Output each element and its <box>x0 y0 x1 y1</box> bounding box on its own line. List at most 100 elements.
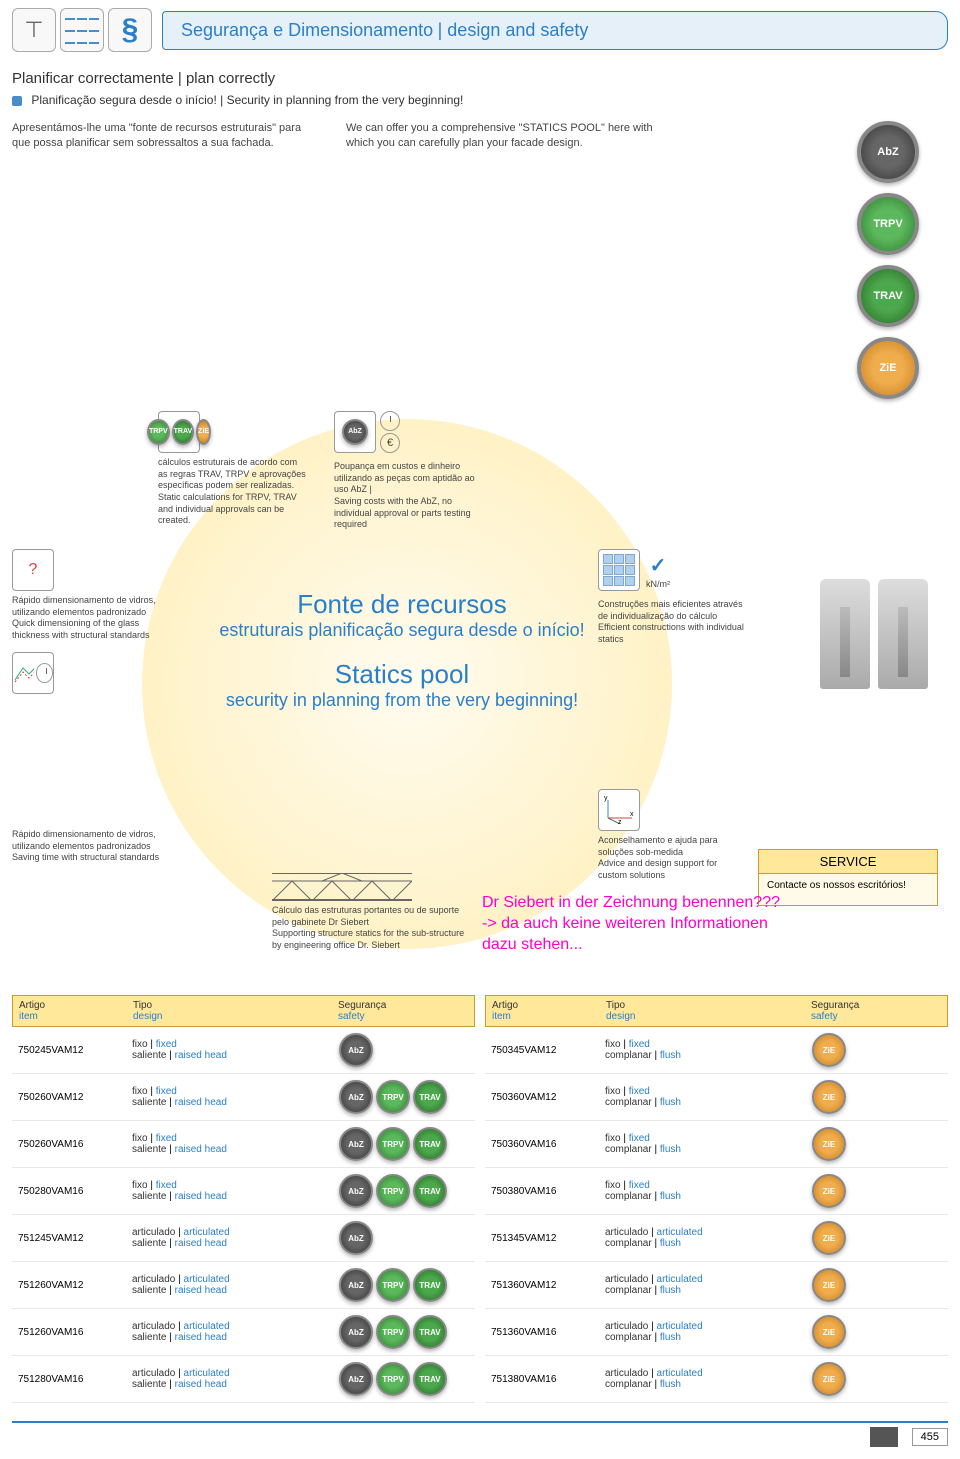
infobox-calculations: TRPVTRAVZiE cálculos estruturais de acor… <box>158 411 308 527</box>
fonte-title: Fonte de recursos <box>212 589 592 620</box>
cell-safety: ZiE <box>812 1174 942 1208</box>
infobox-quick-dim: ? Rápido dimensionamento de vidros, util… <box>12 549 162 698</box>
fixing-icon <box>878 579 928 689</box>
infobox-text: Cálculo das estruturas portantes ou de s… <box>272 905 472 952</box>
cell-design: fixo | fixed saliente | raised head <box>132 1086 335 1108</box>
cell-item: 750260VAM12 <box>18 1092 128 1103</box>
cell-item: 751345VAM12 <box>491 1233 601 1244</box>
cell-design: fixo | fixed complanar | flush <box>605 1086 808 1108</box>
table-row: 751360VAM12 articulado | articulated com… <box>485 1262 948 1309</box>
table-row: 750260VAM16 fixo | fixed saliente | rais… <box>12 1121 475 1168</box>
cell-item: 750345VAM12 <box>491 1045 601 1056</box>
table-row: 751345VAM12 articulado | articulated com… <box>485 1215 948 1262</box>
check-icon: ✓ <box>650 553 667 579</box>
cell-safety: ZiE <box>812 1362 942 1396</box>
abz-badge-icon: AbZ <box>339 1174 373 1208</box>
trpv-badge-icon: TRPV <box>376 1127 410 1161</box>
page-footer: 455 <box>12 1421 948 1451</box>
svg-text:z: z <box>618 819 622 824</box>
intro-heading: Planificar correctamente | plan correctl… <box>12 70 948 87</box>
infobox-dr-siebert: Cálculo das estruturas portantes ou de s… <box>272 873 472 952</box>
trpv-badge-icon: TRPV <box>376 1362 410 1396</box>
th-item-en: item <box>492 1011 511 1022</box>
thickness-icon: ? <box>12 549 54 591</box>
cell-item: 750245VAM12 <box>18 1045 128 1056</box>
statics-pool-diagram: TRPVTRAVZiE cálculos estruturais de acor… <box>12 419 948 979</box>
cell-safety: AbZTRPVTRAV <box>339 1127 469 1161</box>
clock-icon <box>380 411 400 431</box>
bullet-text: Planificação segura desde o início! | Se… <box>31 93 463 107</box>
table-row: 751260VAM16 articulado | articulated sal… <box>12 1309 475 1356</box>
cell-safety: AbZTRPVTRAV <box>339 1362 469 1396</box>
page-number: 455 <box>912 1428 948 1446</box>
table-row: 750360VAM12 fixo | fixed complanar | flu… <box>485 1074 948 1121</box>
th-safety-en: safety <box>338 1011 365 1022</box>
service-header: SERVICE <box>758 849 938 874</box>
svg-text:y: y <box>604 796 608 802</box>
infobox-text: Aconselhamento e ajuda para soluções sob… <box>598 835 748 882</box>
anchor-icon: ⊤ <box>12 8 56 52</box>
cell-design: articulado | articulated saliente | rais… <box>132 1227 335 1249</box>
zie-badge-icon: ZiE <box>812 1127 846 1161</box>
zie-badge-icon: ZiE <box>812 1080 846 1114</box>
header-banner: Segurança e Dimensionamento | design and… <box>162 11 948 50</box>
infobox-advice: yxz Aconselhamento e ajuda para soluções… <box>598 789 748 882</box>
cell-item: 751360VAM16 <box>491 1327 601 1338</box>
cell-safety: ZiE <box>812 1221 942 1255</box>
infobox-text: Poupança em custos e dinheiro utilizando… <box>334 461 484 531</box>
table-row: 750260VAM12 fixo | fixed saliente | rais… <box>12 1074 475 1121</box>
cell-item: 751360VAM12 <box>491 1280 601 1291</box>
cell-design: articulado | articulated saliente | rais… <box>132 1368 335 1390</box>
cell-safety: AbZTRPVTRAV <box>339 1174 469 1208</box>
cell-design: fixo | fixed saliente | raised head <box>132 1133 335 1155</box>
cell-safety: AbZTRPVTRAV <box>339 1080 469 1114</box>
cell-safety: ZiE <box>812 1127 942 1161</box>
trpv-badge-icon: TRPV <box>857 193 919 255</box>
table-row: 751360VAM16 articulado | articulated com… <box>485 1309 948 1356</box>
cell-safety: AbZTRPVTRAV <box>339 1268 469 1302</box>
trpv-badge-icon: TRPV <box>376 1315 410 1349</box>
cell-item: 751380VAM16 <box>491 1374 601 1385</box>
th-safety-pt: Segurança <box>338 1000 386 1011</box>
cell-item: 750380VAM16 <box>491 1186 601 1197</box>
section-icon: § <box>108 8 152 52</box>
th-design-en: design <box>606 1011 635 1022</box>
magenta-annotation: Dr Siebert in der Zeichnung benennen??? … <box>482 893 802 955</box>
table-row: 750345VAM12 fixo | fixed complanar | flu… <box>485 1027 948 1074</box>
right-table: Artigoitem Tipodesign Segurançasafety 75… <box>485 995 948 1403</box>
cell-design: fixo | fixed complanar | flush <box>605 1180 808 1202</box>
cell-safety: AbZTRPVTRAV <box>339 1315 469 1349</box>
zie-badge-icon: ZiE <box>812 1174 846 1208</box>
zie-badge-icon: ZiE <box>812 1268 846 1302</box>
cell-safety: ZiE <box>812 1080 942 1114</box>
cell-item: 751280VAM16 <box>18 1374 128 1385</box>
table-row: 750380VAM16 fixo | fixed complanar | flu… <box>485 1168 948 1215</box>
infobox-text: Construções mais eficientes através de i… <box>598 599 748 646</box>
euro-icon: € <box>380 433 400 453</box>
infobox-efficient: ✓ kN/m² Construções mais eficientes atra… <box>598 549 748 646</box>
abz-cost-icon: AbZ <box>334 411 376 453</box>
badge-column: AbZ TRPV TRAV ZiE <box>828 121 948 399</box>
th-design-pt: Tipo <box>133 1000 152 1011</box>
table-row: 750280VAM16 fixo | fixed saliente | rais… <box>12 1168 475 1215</box>
trav-badge-icon: TRAV <box>413 1127 447 1161</box>
cell-safety: AbZ <box>339 1221 469 1255</box>
infobox-text: Rápido dimensionamento de vidros, utiliz… <box>12 829 162 864</box>
left-table: Artigoitem Tipodesign Segurançasafety 75… <box>12 995 475 1403</box>
zie-badge-icon: ZiE <box>812 1033 846 1067</box>
zie-badge-icon: ZiE <box>812 1362 846 1396</box>
trpv-badge-icon: TRPV <box>376 1080 410 1114</box>
cell-item: 751260VAM16 <box>18 1327 128 1338</box>
cell-safety: ZiE <box>812 1268 942 1302</box>
grid-abz-icon <box>598 549 640 591</box>
bullet-icon <box>12 96 22 106</box>
cell-design: articulado | articulated complanar | flu… <box>605 1227 808 1249</box>
abz-badge-icon: AbZ <box>339 1080 373 1114</box>
trav-badge-icon: TRAV <box>413 1268 447 1302</box>
cell-design: articulado | articulated saliente | rais… <box>132 1274 335 1296</box>
zie-badge-icon: ZiE <box>857 337 919 399</box>
header-title-pt: Segurança e Dimensionamento <box>181 20 433 40</box>
abz-badge-icon: AbZ <box>339 1315 373 1349</box>
cell-design: articulado | articulated saliente | rais… <box>132 1321 335 1343</box>
cell-item: 751260VAM12 <box>18 1280 128 1291</box>
